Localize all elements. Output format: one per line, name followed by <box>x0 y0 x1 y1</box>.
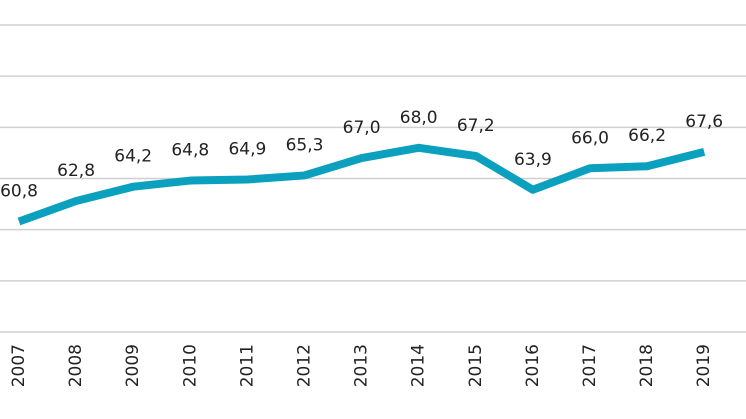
x-tick-label: 2013 <box>352 344 372 387</box>
data-label: 67,0 <box>343 118 381 138</box>
data-label: 62,8 <box>57 161 95 181</box>
x-tick-label: 2016 <box>523 344 543 387</box>
data-label: 65,3 <box>286 135 324 155</box>
data-label: 66,0 <box>571 128 609 148</box>
data-label: 63,9 <box>514 150 552 170</box>
x-tick-label: 2015 <box>466 344 486 387</box>
x-tick-label: 2017 <box>580 344 600 387</box>
data-label: 64,2 <box>114 147 152 167</box>
data-label: 67,6 <box>685 112 723 132</box>
x-tick-label: 2009 <box>123 344 143 387</box>
data-label: 64,8 <box>171 141 209 161</box>
x-tick-label: 2012 <box>295 344 315 387</box>
data-label: 60,8 <box>0 181 38 201</box>
x-tick-label: 2011 <box>237 344 257 387</box>
x-tick-label: 2018 <box>637 344 657 387</box>
data-label: 67,2 <box>457 116 495 136</box>
x-tick-label: 2014 <box>409 344 429 387</box>
line <box>17 143 706 226</box>
x-tick-label: 2007 <box>9 344 29 387</box>
x-tick-label: 2019 <box>694 344 714 387</box>
data-label: 66,2 <box>628 126 666 146</box>
x-tick-label: 2010 <box>180 344 200 387</box>
x-tick-label: 2008 <box>66 344 86 387</box>
data-label: 68,0 <box>400 108 438 128</box>
data-label: 64,9 <box>228 140 266 160</box>
